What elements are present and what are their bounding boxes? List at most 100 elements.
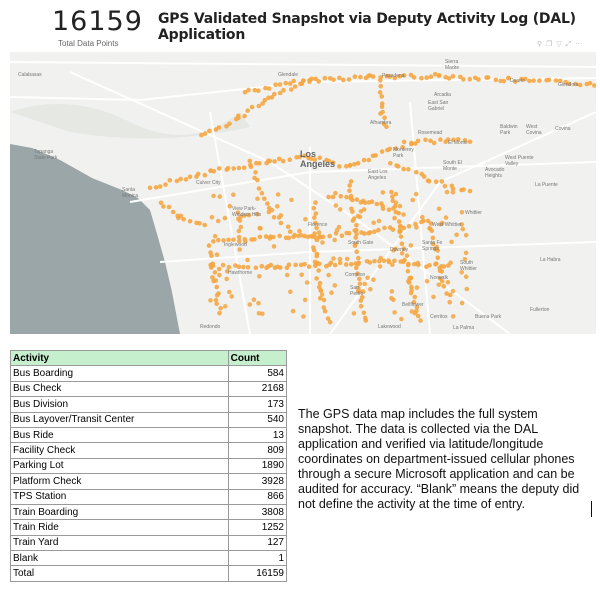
more-icon[interactable]: ⋯ (575, 41, 583, 48)
gps-point (376, 227, 381, 233)
gps-point (442, 183, 448, 189)
gps-point (388, 161, 393, 166)
map-label-baldwin-park: Baldwin Park (500, 124, 518, 136)
count-cell: 1890 (227, 457, 288, 475)
gps-point (256, 186, 262, 191)
gps-point (354, 231, 359, 237)
road-line (409, 101, 431, 334)
pin-icon[interactable]: ⚲ (537, 41, 543, 48)
gps-map[interactable]: Calabasas Glendale Sierra Madre Pasadena Dua… (10, 52, 596, 334)
gps-point (312, 157, 318, 162)
activity-cell: Bus Division (10, 396, 229, 413)
table-row: Bus Division 173 (10, 396, 288, 413)
gps-point (178, 213, 184, 219)
gps-point (393, 191, 399, 197)
gps-point (308, 156, 314, 161)
count-cell: 13 (227, 426, 288, 444)
gps-point (379, 104, 385, 109)
gps-point (227, 203, 233, 209)
count-cell: 809 (227, 442, 288, 459)
gps-point (306, 264, 312, 269)
gps-point (272, 159, 277, 164)
gps-point (438, 137, 443, 142)
gps-point (436, 282, 442, 287)
gps-point (347, 188, 352, 193)
filter-icon[interactable]: ▽ (556, 41, 562, 48)
gps-point (464, 286, 470, 292)
map-label-cerritos: Cerritos (430, 314, 448, 320)
focus-icon[interactable]: ⤢ (565, 41, 572, 48)
road-line (209, 111, 251, 334)
map-label-pasadena: Pasadena (382, 73, 405, 79)
gps-point (357, 276, 362, 282)
gps-point (330, 194, 336, 200)
gps-point (302, 261, 307, 267)
gps-point (243, 239, 248, 245)
gps-point (283, 80, 289, 86)
map-label-calabasas: Calabasas (18, 72, 42, 78)
gps-point (290, 308, 296, 314)
gps-point (211, 193, 216, 199)
gps-point (291, 78, 297, 84)
gps-point (216, 266, 222, 272)
gps-point (401, 139, 407, 145)
gps-point (236, 165, 242, 171)
gps-point (327, 319, 333, 325)
gps-point (362, 231, 367, 236)
gps-point (322, 308, 328, 314)
count-cell: 540 (227, 411, 288, 428)
gps-point (317, 155, 323, 161)
gps-point (414, 285, 420, 290)
gps-point (253, 170, 258, 175)
gps-point (347, 163, 353, 168)
gps-point (350, 218, 356, 223)
gps-point (257, 225, 262, 231)
gps-point (439, 179, 445, 184)
gps-point (463, 232, 469, 238)
map-label-san-pedro: San Pedro (350, 285, 364, 297)
map-label-west-covina: West Covina (526, 124, 542, 136)
gps-point (241, 165, 247, 171)
gps-point (401, 212, 406, 217)
gps-point (439, 279, 445, 284)
gps-point (265, 201, 270, 206)
gps-point (213, 297, 219, 303)
gps-point (389, 295, 394, 301)
gps-point (181, 217, 186, 222)
gps-point (220, 262, 226, 268)
gps-point (301, 314, 306, 319)
copy-icon[interactable]: ❐ (546, 41, 553, 48)
gps-point (260, 311, 265, 317)
map-label-los-angeles: Los Angeles (300, 149, 336, 169)
gps-point (212, 233, 218, 239)
gps-point (372, 229, 377, 234)
gps-point (312, 259, 318, 265)
gps-point (448, 260, 453, 265)
gps-point (430, 235, 436, 241)
gps-point (316, 268, 322, 273)
gps-point (238, 224, 244, 230)
gps-point (331, 77, 336, 83)
gps-point (461, 187, 466, 192)
gps-point (259, 263, 265, 269)
gps-point (233, 263, 238, 268)
gps-point (370, 74, 376, 79)
gps-point (400, 145, 405, 150)
gps-point (531, 78, 536, 83)
gps-point (512, 79, 518, 84)
gps-point (333, 203, 339, 208)
gps-point (224, 276, 229, 282)
gps-point (425, 218, 431, 224)
gps-point (311, 205, 317, 211)
count-cell: 1252 (227, 519, 288, 536)
gps-point (424, 279, 430, 284)
gps-point (380, 190, 386, 195)
gps-point (210, 261, 215, 267)
gps-point (377, 90, 383, 95)
gps-point (392, 258, 397, 264)
gps-point (286, 262, 292, 267)
map-label-fullerton: Fullerton (530, 307, 550, 313)
map-label-bellflower: Bellflower (402, 302, 424, 308)
gps-point (281, 87, 286, 93)
gps-point (208, 265, 214, 270)
